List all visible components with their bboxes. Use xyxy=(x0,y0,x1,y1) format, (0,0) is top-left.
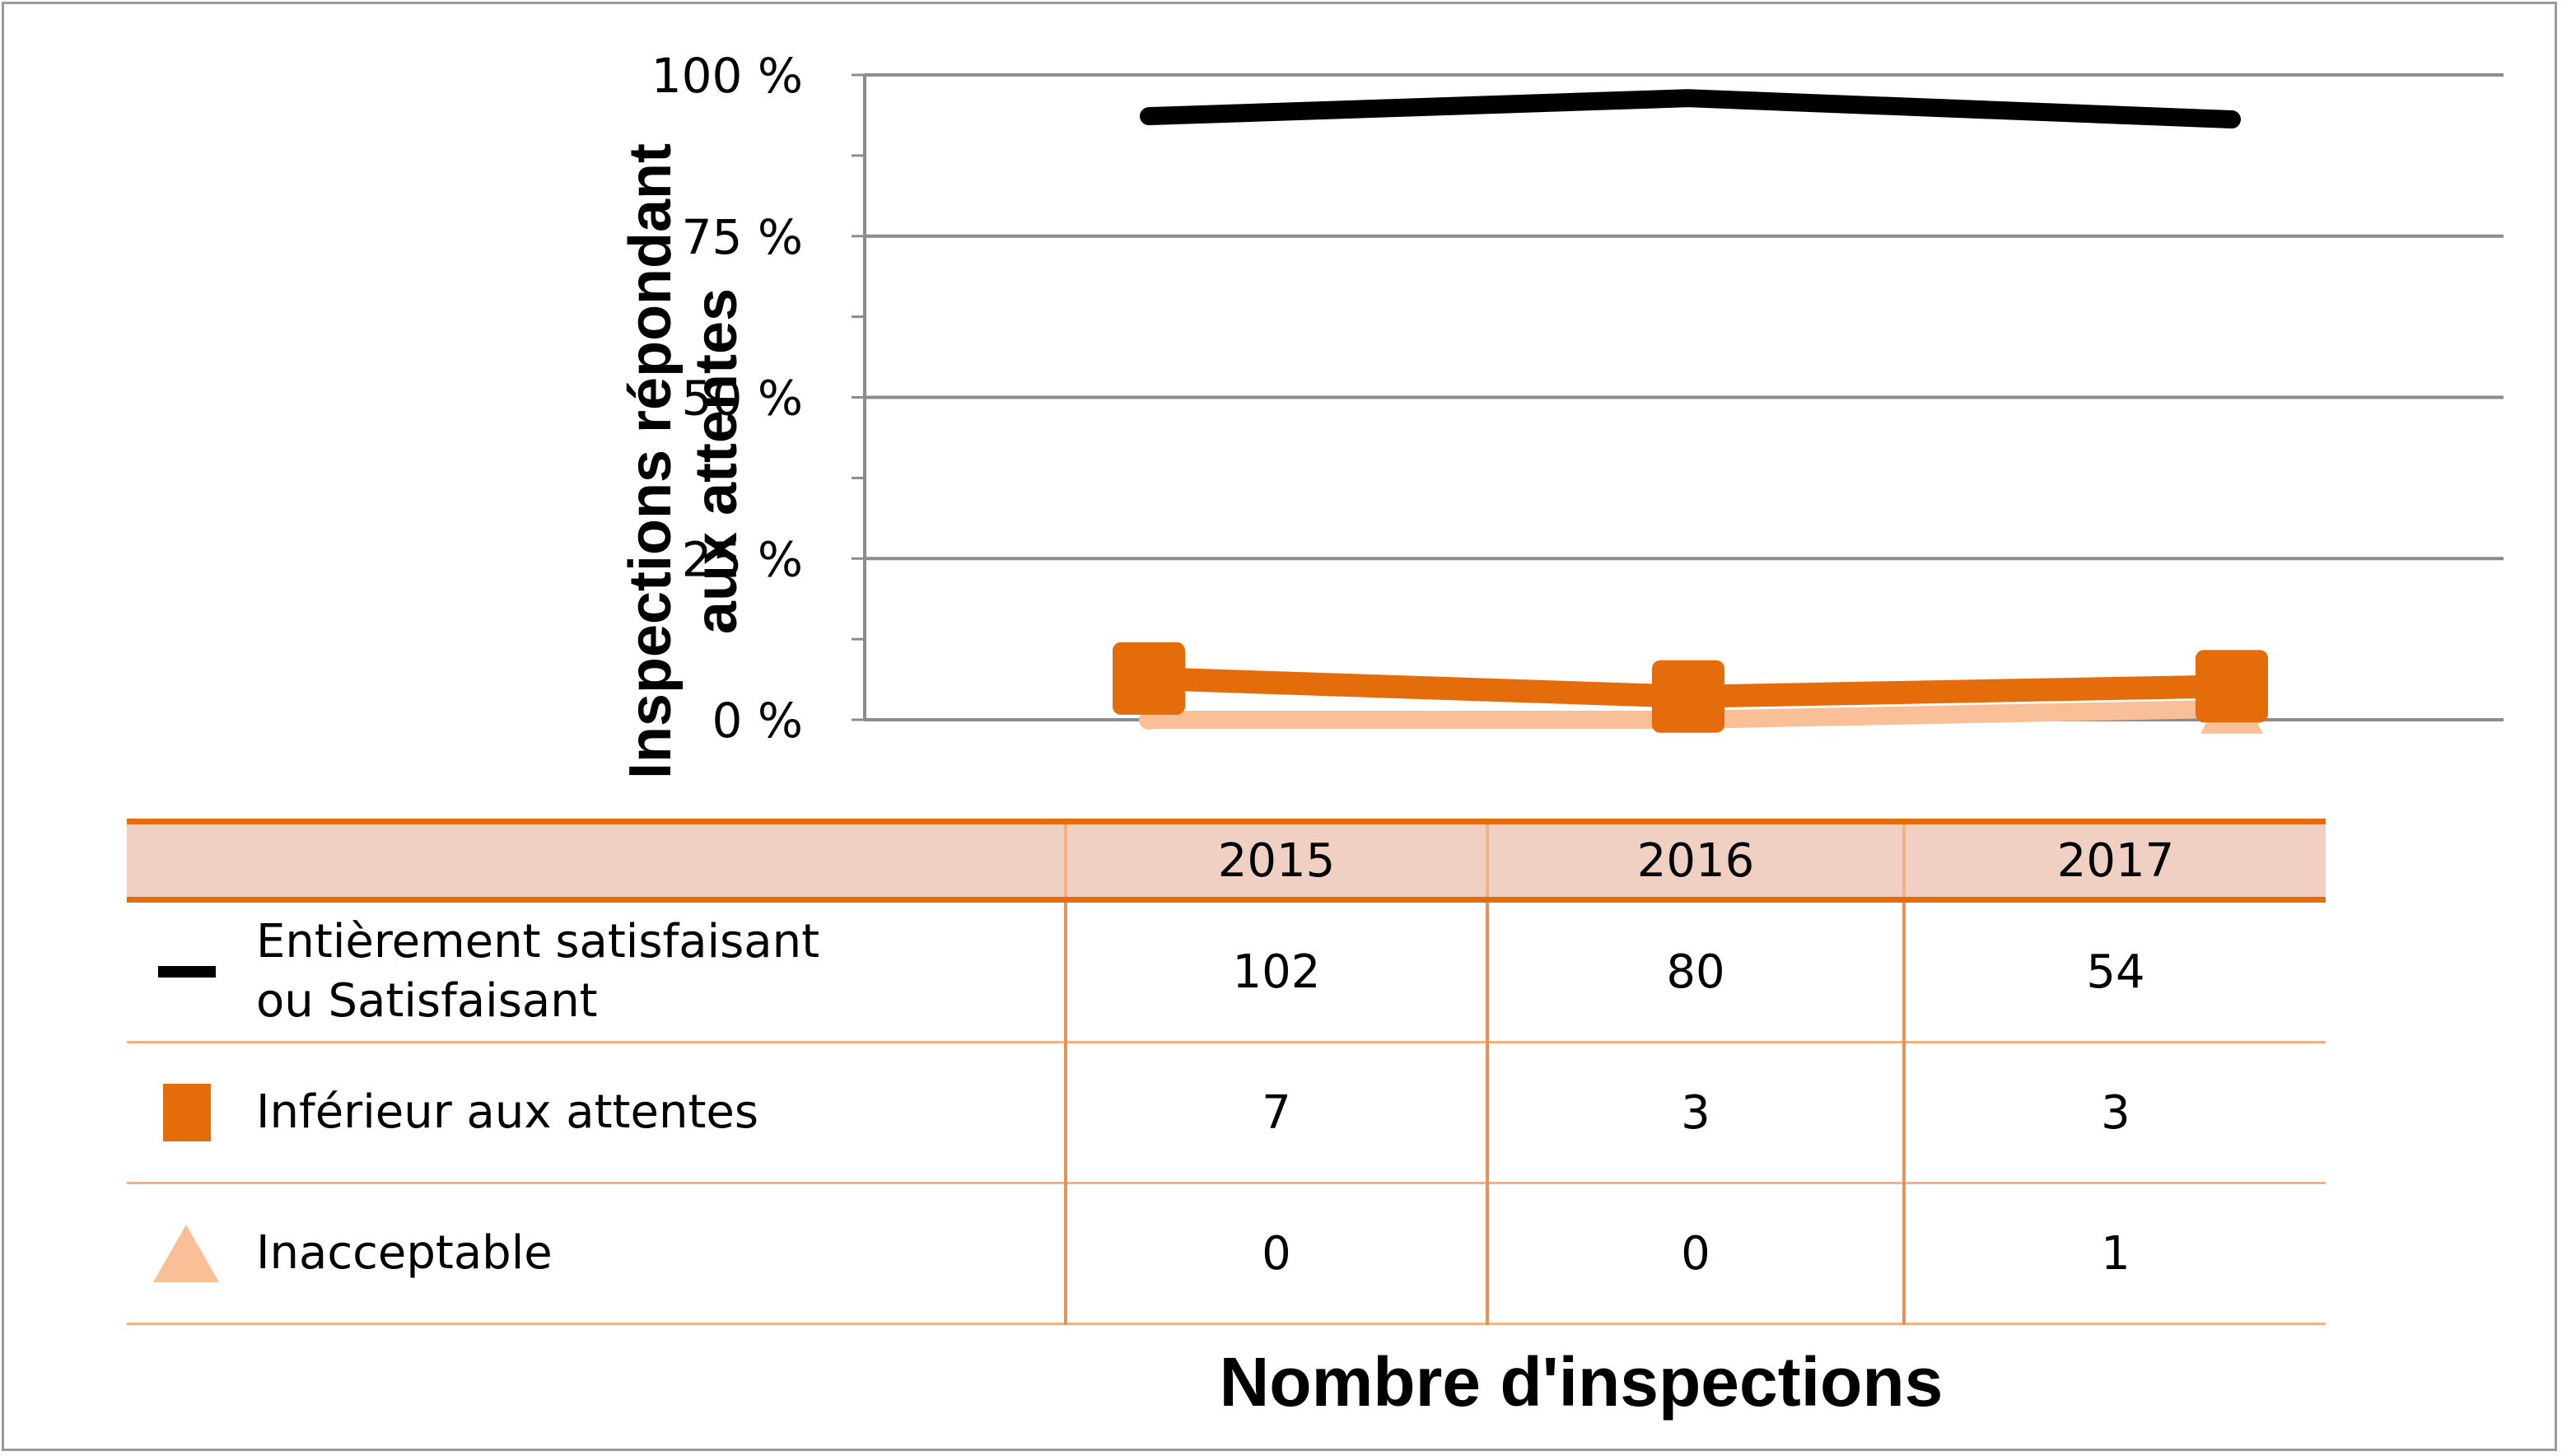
gridlines xyxy=(865,73,2504,721)
count-inferieur-2016: 3 xyxy=(1486,1042,1904,1184)
legend-triangle-marker-icon xyxy=(153,1225,219,1282)
count-satisfaisant-2015: 102 xyxy=(1064,899,1487,1043)
table-row-inacceptable: Inacceptable 0 0 1 xyxy=(127,1183,2326,1325)
column-header-2017: 2017 xyxy=(1902,819,2326,903)
data-point-square xyxy=(2196,650,2268,723)
count-satisfaisant-2017: 54 xyxy=(1902,899,2326,1043)
count-inferieur-2015: 7 xyxy=(1064,1042,1487,1184)
count-satisfaisant-2016: 80 xyxy=(1486,899,1904,1043)
data-point-triangle xyxy=(1139,710,1159,730)
column-header-2016: 2016 xyxy=(1486,819,1904,903)
row-label-satisfaisant: Entièrement satisfaisant ou Satisfaisant xyxy=(127,899,1066,1043)
row-label-line-1: Entièrement satisfaisant xyxy=(256,915,820,968)
y-tick-label: 25 % xyxy=(682,531,803,587)
column-header-2015: 2015 xyxy=(1064,819,1487,903)
count-inacceptable-2017: 1 xyxy=(1902,1183,2326,1325)
count-inferieur-2017: 3 xyxy=(1902,1042,2326,1184)
y-axis xyxy=(852,73,866,721)
y-tick-label: 100 % xyxy=(651,48,803,104)
y-tick-labels: 0 % 25 % 50 % 75 % 100 % xyxy=(651,48,803,749)
table-corner-cell xyxy=(127,819,1066,903)
table-row-inferieur: Inférieur aux attentes 7 3 3 xyxy=(127,1042,2326,1184)
y-axis-title-line-1: Inspections répondant xyxy=(618,142,684,780)
data-point-square xyxy=(1113,642,1185,715)
y-tick-label: 75 % xyxy=(682,209,803,265)
row-label-inacceptable: Inacceptable xyxy=(127,1183,1066,1325)
y-axis-title-line-2: aux attentes xyxy=(684,287,749,635)
series-lines xyxy=(1113,89,2268,734)
series-line xyxy=(1140,89,2241,129)
y-axis-title: Inspections répondant aux attentes xyxy=(618,99,749,824)
x-axis-title: Nombre d'inspections xyxy=(1219,1343,1944,1421)
row-label-inferieur: Inférieur aux attentes xyxy=(127,1042,1066,1184)
legend-line-marker-icon xyxy=(158,966,216,978)
legend-square-marker-icon xyxy=(163,1084,211,1141)
data-table: 2015 2016 2017 Entièrement satisfaisant … xyxy=(127,819,2326,1325)
data-point-square xyxy=(1652,660,1724,733)
y-tick-label: 0 % xyxy=(712,693,803,749)
count-inacceptable-2016: 0 xyxy=(1486,1183,1904,1325)
table-header-row: 2015 2016 2017 xyxy=(127,819,2326,903)
row-label-line-2: ou Satisfaisant xyxy=(256,974,598,1028)
row-label-text: Inférieur aux attentes xyxy=(256,1085,759,1139)
y-tick-label: 50 % xyxy=(682,371,803,427)
row-label-text: Inacceptable xyxy=(256,1226,553,1280)
table-row-satisfaisant: Entièrement satisfaisant ou Satisfaisant… xyxy=(127,899,2326,1043)
count-inacceptable-2015: 0 xyxy=(1064,1183,1487,1325)
